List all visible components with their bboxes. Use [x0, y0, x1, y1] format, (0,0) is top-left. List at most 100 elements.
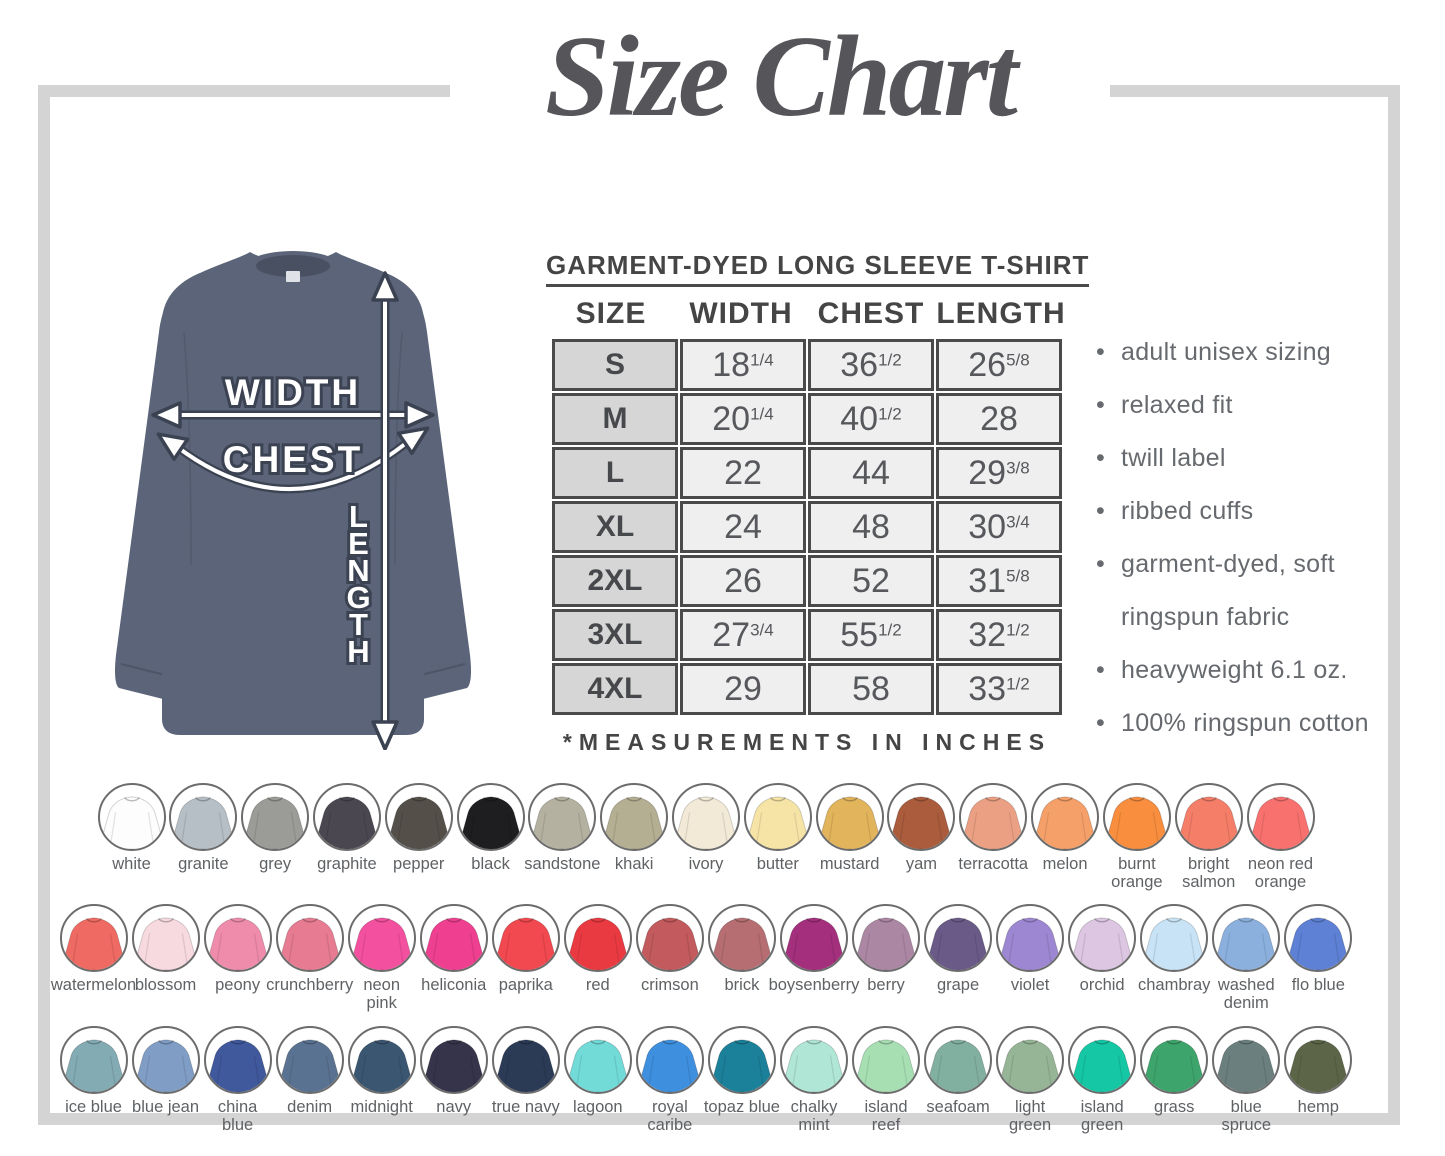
shirt-photo-circle [1284, 904, 1353, 973]
shirt-photo-circle [1212, 1025, 1281, 1094]
swatch-graphite: graphite [311, 783, 382, 891]
swatch-berry: berry [851, 904, 922, 1012]
mini-shirt-icon [747, 796, 809, 849]
swatch-label: red [585, 976, 610, 995]
mini-shirt-icon [351, 1038, 412, 1092]
shirt-photo-circle [1212, 904, 1281, 973]
swatch-label: graphite [317, 855, 377, 873]
swatch-light-green: light green [995, 1025, 1066, 1134]
shirt-photo-circle [635, 904, 704, 973]
mini-shirt-icon [855, 917, 917, 971]
swatch-label: seafoam [926, 1097, 990, 1116]
swatch-brick: brick [706, 904, 777, 1012]
mini-shirt-icon [1178, 796, 1239, 849]
swatch-label: melon [1042, 855, 1088, 873]
swatch-pepper: pepper [383, 783, 454, 891]
swatch-grape: grape [923, 904, 994, 1012]
shirt-photo-circle [779, 904, 848, 973]
swatch-chambray: chambray [1137, 904, 1211, 1012]
swatch-ice-blue: ice blue [58, 1025, 129, 1134]
mini-shirt-icon [1071, 1038, 1133, 1092]
swatch-label: mustard [819, 855, 880, 873]
swatch-peony: peony [202, 904, 273, 1012]
shirt-photo-circle [924, 904, 993, 973]
shirt-photo-circle [1068, 904, 1137, 973]
mini-shirt-icon [675, 796, 737, 849]
swatch-red: red [562, 904, 633, 1012]
chest-arrow-label: CHEST [223, 439, 363, 480]
shirt-photo-circle [131, 904, 200, 973]
swatch-terracotta: terracotta [958, 783, 1029, 891]
size-row-s: S 181/4 361/2 265/8 [552, 339, 1062, 391]
swatch-label: lagoon [573, 1097, 623, 1116]
swatch-crimson: crimson [634, 904, 705, 1012]
swatch-china-blue: china blue [202, 1025, 273, 1134]
feature-item: adult unisex sizing [1094, 326, 1390, 379]
width-value-cell: 201/4 [680, 393, 806, 445]
width-arrow [151, 401, 435, 429]
swatch-row-1: white granite grey graphite pepper black sands… [58, 783, 1354, 891]
swatch-royal-caribe: royal caribe [634, 1025, 705, 1134]
shirt-photo-circle [275, 904, 344, 973]
swatch-violet: violet [995, 904, 1066, 1012]
mini-shirt-icon [135, 1038, 196, 1092]
width-value-cell: 273/4 [680, 609, 806, 661]
chest-value-cell: 58 [808, 663, 934, 715]
measurements-footnote: *MEASUREMENTS IN INCHES [562, 729, 1052, 755]
swatch-label: navy [436, 1097, 472, 1116]
swatch-label: neon red orange [1247, 855, 1314, 892]
swatch-label: grass [1154, 1097, 1195, 1116]
mini-shirt-icon [1215, 917, 1277, 971]
column-header-size: SIZE [575, 297, 647, 330]
swatch-label: berry [867, 976, 905, 995]
swatch-label: chalky mint [790, 1097, 838, 1134]
shirt-photo-circle [131, 1025, 200, 1094]
mini-shirt-icon [1106, 796, 1168, 849]
mini-shirt-icon [207, 1038, 268, 1092]
shirt-photo-circle [852, 1025, 921, 1094]
length-value-cell: 293/8 [936, 447, 1062, 499]
size-table: S 181/4 361/2 265/8 M 201/4 401/2 28 L 22 44 293/8 X… [550, 337, 1064, 717]
mini-shirt-icon [1143, 917, 1205, 971]
swatch-seafoam: seafoam [923, 1025, 994, 1134]
shirt-photo-circle [959, 783, 1028, 851]
shirt-photo-circle [491, 1025, 560, 1094]
shirt-photo-circle [1140, 1025, 1209, 1094]
chest-value-cell: 551/2 [808, 609, 934, 661]
shirt-photo-circle [996, 1025, 1065, 1094]
swatch-label: butter [756, 855, 799, 873]
swatch-label: light green [1009, 1097, 1052, 1134]
chest-value-cell: 48 [808, 501, 934, 553]
shirt-photo-circle [456, 783, 525, 851]
swatch-row-2: watermelon blossom peony crunchberry neon pin… [51, 904, 1354, 1013]
shirt-photo-circle [707, 904, 776, 973]
swatch-label: denim [287, 1097, 333, 1116]
mini-shirt-icon [567, 917, 629, 971]
swatch-denim: denim [274, 1025, 345, 1134]
swatch-label: chambray [1137, 976, 1211, 995]
mini-shirt-icon [1250, 796, 1311, 849]
swatch-label: khaki [614, 855, 654, 873]
shirt-photo-circle [635, 1025, 704, 1094]
swatch-label: blue spruce [1221, 1097, 1272, 1134]
shirt-photo-circle [1140, 904, 1209, 973]
size-table-title: GARMENT-DYED LONG SLEEVE T-SHIRT [546, 250, 1090, 287]
width-value-cell: 29 [680, 663, 806, 715]
swatch-label: neon pink [363, 976, 401, 1013]
size-cell: M [552, 393, 678, 445]
length-value-cell: 303/4 [936, 501, 1062, 553]
shirt-photo-circle [600, 783, 669, 851]
swatch-topaz-blue: topaz blue [704, 1025, 780, 1134]
mini-shirt-icon [603, 796, 665, 849]
mini-shirt-icon [532, 796, 593, 849]
mini-shirt-icon [1034, 796, 1096, 849]
swatch-label: grey [259, 855, 292, 873]
shirt-photo-circle [563, 1025, 632, 1094]
chest-value-cell: 52 [808, 555, 934, 607]
mini-shirt-icon [891, 796, 952, 849]
swatch-bright-salmon: bright salmon [1173, 783, 1244, 891]
mini-shirt-icon [63, 917, 124, 971]
mini-shirt-icon [639, 917, 701, 971]
